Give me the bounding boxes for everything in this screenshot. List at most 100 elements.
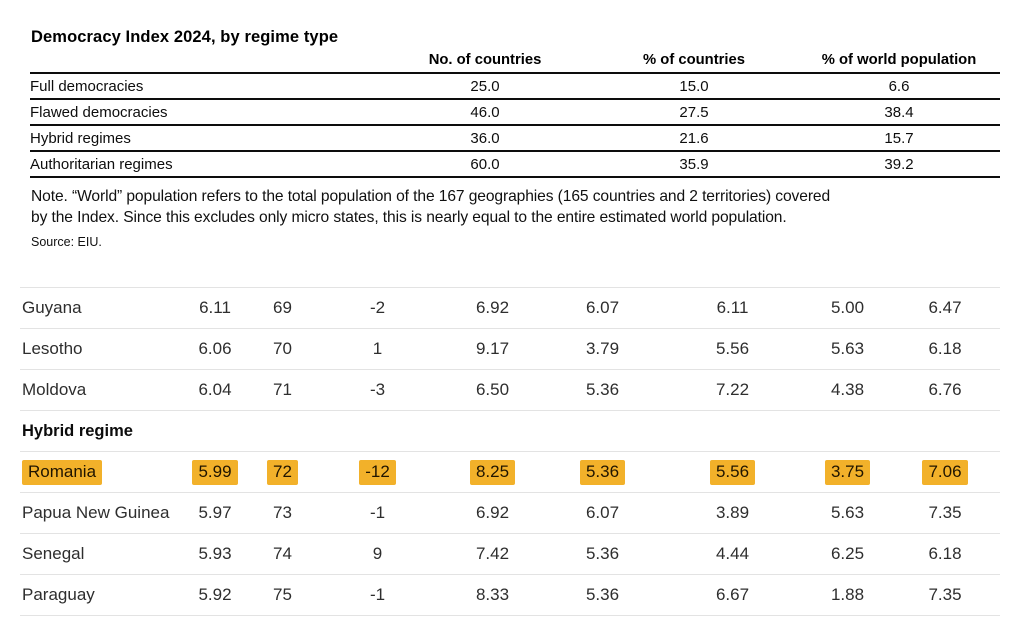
regime-value: 36.0 <box>380 125 590 152</box>
ranking-value: 6.18 <box>928 544 962 563</box>
ranking-value: 5.36 <box>585 585 620 604</box>
ranking-value: 6.92 <box>475 503 510 522</box>
ranking-row: Paraguay 5.92 75 -1 8.33 5.36 6.67 1.88 … <box>20 574 1000 616</box>
ranking-value: 5.56 <box>709 459 756 485</box>
page-title: Democracy Index 2024, by regime type <box>31 28 339 46</box>
ranking-value: 6.25 <box>830 544 865 563</box>
ranking-value: 1.88 <box>830 585 865 604</box>
ranking-value: -1 <box>369 503 386 522</box>
ranking-value: 69 <box>273 298 292 317</box>
ranking-value: 5.00 <box>830 298 865 317</box>
ranking-value: 6.50 <box>475 380 510 399</box>
regime-value: 46.0 <box>380 99 590 126</box>
col-header-pct-world-population: % of world population <box>798 52 1000 74</box>
ranking-value: 7.22 <box>715 380 750 399</box>
ranking-value: 5.36 <box>585 544 620 563</box>
regime-value: 15.7 <box>798 125 1000 152</box>
regime-value: 27.5 <box>590 99 798 126</box>
ranking-value: 3.89 <box>715 503 750 522</box>
ranking-value: 5.56 <box>715 339 750 358</box>
country-name: Senegal <box>22 544 85 563</box>
ranking-value: 6.04 <box>198 380 232 399</box>
ranking-value: 6.18 <box>928 339 962 358</box>
ranking-value: 6.76 <box>928 380 962 399</box>
ranking-value: 70 <box>273 339 292 358</box>
ranking-value: 72 <box>267 459 298 485</box>
ranking-value: 6.47 <box>928 298 962 317</box>
regime-row: Hybrid regimes 36.0 21.6 15.7 <box>30 125 1000 152</box>
col-header-pct-of-countries: % of countries <box>590 52 798 74</box>
ranking-value: 8.25 <box>469 459 516 485</box>
ranking-value: -2 <box>369 298 386 317</box>
table-note: Note. “World” population refers to the t… <box>31 186 1009 228</box>
country-name: Paraguay <box>22 585 95 604</box>
ranking-value: 5.99 <box>192 459 238 485</box>
ranking-value: 6.07 <box>585 298 620 317</box>
ranking-value: -3 <box>369 380 386 399</box>
ranking-value: -12 <box>359 459 396 485</box>
regime-row: Full democracies 25.0 15.0 6.6 <box>30 73 1000 100</box>
ranking-value: 6.07 <box>585 503 620 522</box>
ranking-value: 4.38 <box>830 380 865 399</box>
ranking-row: Lesotho 6.06 70 1 9.17 3.79 5.56 5.63 6.… <box>20 328 1000 370</box>
country-ranking-table: Guyana 6.11 69 -2 6.92 6.07 6.11 5.00 6.… <box>20 287 1000 616</box>
ranking-value: 4.44 <box>715 544 750 563</box>
ranking-value: 5.36 <box>585 380 620 399</box>
section-header-row: Hybrid regime <box>20 410 1000 452</box>
ranking-value: 5.92 <box>198 585 232 604</box>
ranking-value: 6.11 <box>716 298 749 317</box>
ranking-value: 7.35 <box>928 585 962 604</box>
ranking-value: 7.42 <box>475 544 510 563</box>
regime-label: Authoritarian regimes <box>30 151 380 178</box>
ranking-value: 7.35 <box>928 503 962 522</box>
ranking-row-highlighted: Romania 5.99 72 -12 8.25 5.36 5.56 3.75 … <box>20 451 1000 493</box>
ranking-value: 6.67 <box>715 585 750 604</box>
ranking-value: 74 <box>273 544 292 563</box>
regime-value: 25.0 <box>380 73 590 100</box>
ranking-value: 6.92 <box>475 298 510 317</box>
ranking-value: 71 <box>273 380 292 399</box>
regime-label: Flawed democracies <box>30 99 380 126</box>
ranking-value: 9 <box>372 544 383 563</box>
ranking-value: 7.06 <box>922 459 968 485</box>
ranking-value: 73 <box>273 503 292 522</box>
ranking-value: 9.17 <box>475 339 510 358</box>
country-name: Romania <box>22 459 103 485</box>
country-name: Guyana <box>22 298 82 317</box>
ranking-value: 6.06 <box>198 339 232 358</box>
regime-row: Flawed democracies 46.0 27.5 38.4 <box>30 99 1000 126</box>
ranking-value: 6.11 <box>199 298 231 317</box>
ranking-value: 5.63 <box>830 503 865 522</box>
note-line: Note. “World” population refers to the t… <box>31 188 831 205</box>
empty-header-cell <box>30 52 380 74</box>
ranking-value: 5.93 <box>198 544 232 563</box>
regime-value: 38.4 <box>798 99 1000 126</box>
ranking-value: -1 <box>369 585 386 604</box>
country-name: Papua New Guinea <box>22 503 170 522</box>
ranking-value: 3.75 <box>824 459 871 485</box>
ranking-value: 75 <box>273 585 292 604</box>
section-header-label: Hybrid regime <box>22 421 133 440</box>
country-name: Lesotho <box>22 339 83 358</box>
regime-value: 35.9 <box>590 151 798 178</box>
regime-value: 21.6 <box>590 125 798 152</box>
regime-value: 39.2 <box>798 151 1000 178</box>
ranking-row: Papua New Guinea 5.97 73 -1 6.92 6.07 3.… <box>20 492 1000 534</box>
col-header-no-of-countries: No. of countries <box>380 52 590 74</box>
regime-value: 15.0 <box>590 73 798 100</box>
ranking-value: 3.79 <box>585 339 620 358</box>
note-line: by the Index. Since this excludes only m… <box>31 209 787 226</box>
summary-header-row: No. of countries % of countries % of wor… <box>30 52 1000 74</box>
regime-summary-table: No. of countries % of countries % of wor… <box>30 52 1000 178</box>
ranking-row: Senegal 5.93 74 9 7.42 5.36 4.44 6.25 6.… <box>20 533 1000 575</box>
regime-value: 6.6 <box>798 73 1000 100</box>
regime-label: Hybrid regimes <box>30 125 380 152</box>
regime-label: Full democracies <box>30 73 380 100</box>
country-name: Moldova <box>22 380 87 399</box>
ranking-value: 5.63 <box>830 339 865 358</box>
ranking-row: Moldova 6.04 71 -3 6.50 5.36 7.22 4.38 6… <box>20 369 1000 411</box>
regime-value: 60.0 <box>380 151 590 178</box>
table-source: Source: EIU. <box>31 235 102 249</box>
ranking-value: 8.33 <box>475 585 510 604</box>
ranking-row: Guyana 6.11 69 -2 6.92 6.07 6.11 5.00 6.… <box>20 287 1000 329</box>
